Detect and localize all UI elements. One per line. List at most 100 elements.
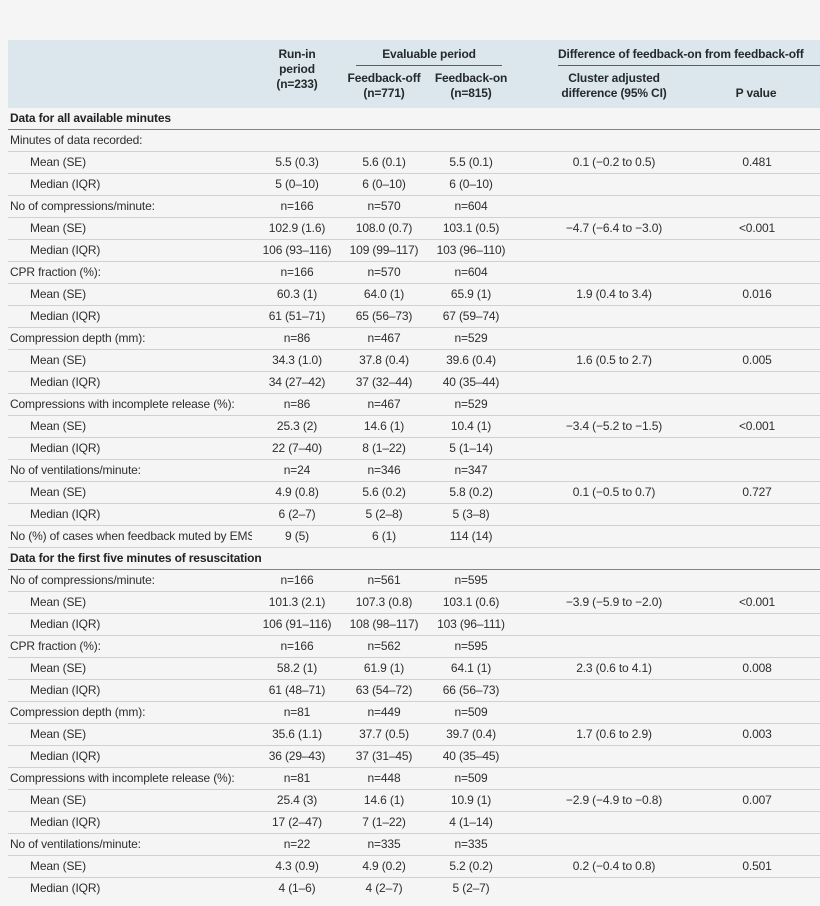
cell-runin: 34 (27–42) [252, 371, 342, 394]
cell-runin: 4.9 (0.8) [252, 481, 342, 504]
cell-difference [516, 195, 713, 218]
cell-difference [516, 327, 713, 350]
row-label: Mean (SE) [8, 349, 252, 372]
cell-feedback-on: 4 (1–14) [426, 811, 517, 834]
cell-runin: 5.5 (0.3) [252, 151, 342, 174]
table-row: Compressions with incomplete release (%)… [8, 767, 820, 790]
table-row: Median (IQR) 5 (0–10) 6 (0–10) 6 (0–10) [8, 173, 820, 196]
cell-feedback-on: n=529 [426, 393, 517, 416]
cell-pvalue [712, 173, 820, 196]
cell-runin: n=166 [252, 195, 342, 218]
table-row: Mean (SE) 35.6 (1.1) 37.7 (0.5) 39.7 (0.4) 1… [8, 723, 820, 746]
row-label: Median (IQR) [8, 239, 252, 262]
cell-runin: 6 (2–7) [252, 503, 342, 526]
row-label: CPR fraction (%): [8, 635, 252, 658]
cell-runin: n=166 [252, 261, 342, 284]
row-label: Mean (SE) [8, 657, 252, 680]
spanner-difference: Difference of feedback-on from feedback-… [516, 40, 820, 71]
table-header: Run-in period (n=233) Evaluable period D… [8, 40, 820, 108]
cell-feedback-off: 64.0 (1) [342, 283, 426, 306]
cell-pvalue: <0.001 [712, 217, 820, 240]
table-row: Mean (SE) 4.9 (0.8) 5.6 (0.2) 5.8 (0.2) 0.1 … [8, 481, 820, 504]
table-row: Median (IQR) 17 (2–47) 7 (1–22) 4 (1–14) [8, 811, 820, 834]
row-label: Compression depth (mm): [8, 327, 252, 350]
section-title: Data for all available minutes [8, 108, 820, 130]
cell-difference [516, 569, 713, 592]
cell-difference: 1.9 (0.4 to 3.4) [516, 283, 713, 306]
column-header-runin: Run-in period (n=233) [252, 40, 342, 108]
cell-pvalue: 0.003 [712, 723, 820, 746]
table-body: Data for all available minutes Minutes of… [8, 108, 820, 899]
cell-runin: 4.3 (0.9) [252, 855, 342, 878]
cell-difference [516, 437, 713, 460]
row-label: Median (IQR) [8, 173, 252, 196]
row-label: Compressions with incomplete release (%)… [8, 767, 252, 790]
cell-pvalue [712, 569, 820, 592]
table-row: CPR fraction (%): n=166 n=570 n=604 [8, 261, 820, 284]
cell-pvalue [712, 745, 820, 768]
cell-pvalue [712, 195, 820, 218]
spanner-difference-label: Difference of feedback-on from feedback-… [558, 47, 820, 66]
cell-feedback-off: n=467 [342, 327, 426, 350]
cell-feedback-off: 108.0 (0.7) [342, 217, 426, 240]
cell-difference: −3.4 (−5.2 to −1.5) [516, 415, 713, 438]
cell-feedback-off: 8 (1–22) [342, 437, 426, 460]
cell-feedback-off: 108 (98–117) [342, 613, 426, 636]
row-label: Median (IQR) [8, 503, 252, 526]
row-label: Compressions with incomplete release (%)… [8, 393, 252, 416]
cell-difference: 1.7 (0.6 to 2.9) [516, 723, 713, 746]
table-row: Mean (SE) 34.3 (1.0) 37.8 (0.4) 39.6 (0.4) 1… [8, 349, 820, 372]
table-row: Mean (SE) 60.3 (1) 64.0 (1) 65.9 (1) 1.9 (0.… [8, 283, 820, 306]
cell-feedback-off: n=448 [342, 767, 426, 790]
feedback-on-line2: (n=815) [450, 86, 492, 100]
cell-feedback-on: 66 (56–73) [426, 679, 517, 702]
table-row: No of ventilations/minute: n=24 n=346 n=347 [8, 459, 820, 482]
row-label: Median (IQR) [8, 371, 252, 394]
cell-feedback-on: n=347 [426, 459, 517, 482]
row-label: Median (IQR) [8, 437, 252, 460]
cell-feedback-off: 63 (54–72) [342, 679, 426, 702]
feedback-off-line1: Feedback-off [347, 71, 421, 85]
cell-difference [516, 305, 713, 328]
table-row: Median (IQR) 61 (48–71) 63 (54–72) 66 (56–7… [8, 679, 820, 702]
cell-pvalue: 0.501 [712, 855, 820, 878]
spanner-evaluable-period: Evaluable period [342, 40, 517, 71]
cell-pvalue [712, 811, 820, 834]
cell-runin: 9 (5) [252, 525, 342, 548]
cell-runin: 4 (1–6) [278, 881, 316, 895]
cell-runin: n=86 [252, 327, 342, 350]
cell-feedback-on: 40 (35–44) [426, 371, 517, 394]
cell-difference: 0.1 (−0.2 to 0.5) [516, 151, 713, 174]
cell-difference: 0.1 (−0.5 to 0.7) [516, 481, 713, 504]
cell-runin: 34.3 (1.0) [252, 349, 342, 372]
cell-runin: 60.3 (1) [252, 283, 342, 306]
cell-feedback-off: 14.6 (1) [342, 415, 426, 438]
cell-runin: n=166 [252, 635, 342, 658]
cell-runin: n=24 [252, 459, 342, 482]
cell-pvalue [712, 261, 820, 284]
cell-difference [516, 239, 713, 262]
header-blank-cell [8, 40, 252, 71]
cell-runin: n=81 [252, 767, 342, 790]
row-label: Mean (SE) [8, 481, 252, 504]
table-row: Median (IQR) 36 (29–43) 37 (31–45) 40 (35–4… [8, 745, 820, 768]
table-row: Mean (SE) 102.9 (1.6) 108.0 (0.7) 103.1 (0.… [8, 217, 820, 240]
cell-runin: n=166 [252, 569, 342, 592]
cell-feedback-on: 64.1 (1) [426, 657, 517, 680]
cell-difference: 1.6 (0.5 to 2.7) [516, 349, 713, 372]
cell-difference [516, 393, 713, 416]
row-label: No (%) of cases when feedback muted by E… [8, 525, 252, 548]
row-label: Median (IQR) [30, 881, 101, 895]
cell-feedback-off: n=570 [342, 195, 426, 218]
cell-difference: −2.9 (−4.9 to −0.8) [516, 789, 713, 812]
cell-feedback-off: n=449 [342, 701, 426, 724]
cell-runin: 36 (29–43) [252, 745, 342, 768]
cell-difference [516, 371, 713, 394]
cell-feedback-on: 5 (1–14) [426, 437, 517, 460]
cell-difference [516, 459, 713, 482]
header-columns-row: Feedback-off (n=771) Feedback-on (n=815)… [8, 71, 820, 108]
cell-difference: 2.3 (0.6 to 4.1) [516, 657, 713, 680]
section-header-row: Data for the first five minutes of resus… [8, 547, 820, 570]
cell-difference [516, 635, 713, 658]
row-label: Median (IQR) [8, 679, 252, 702]
